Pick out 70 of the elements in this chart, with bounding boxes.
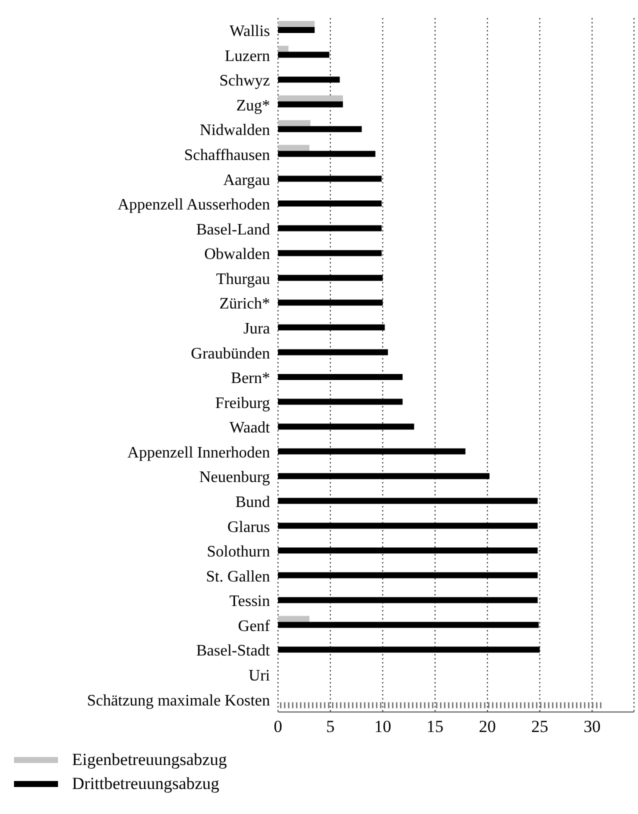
y-tick-label: Wallis bbox=[230, 23, 270, 40]
bar bbox=[278, 473, 490, 480]
y-tick-label: Jura bbox=[243, 320, 270, 338]
bar bbox=[278, 374, 403, 380]
legend-label: Drittbetreuungsabzug bbox=[72, 774, 220, 794]
bar bbox=[278, 95, 343, 102]
y-tick-label: Uri bbox=[248, 668, 271, 684]
bar bbox=[278, 150, 376, 157]
y-tick-label: Zürich* bbox=[219, 296, 270, 313]
bar bbox=[278, 424, 414, 430]
y-tick-label: Appenzell Innerhoden bbox=[127, 444, 270, 462]
bar bbox=[278, 27, 315, 33]
bar bbox=[278, 101, 343, 108]
bar bbox=[278, 597, 538, 604]
bar bbox=[278, 225, 382, 232]
legend-label: Eigenbetreuungsabzug bbox=[72, 750, 227, 770]
bar bbox=[278, 126, 362, 132]
x-tick-label: 30 bbox=[584, 717, 601, 736]
bar bbox=[278, 622, 539, 628]
bar bbox=[278, 52, 330, 58]
bar bbox=[278, 548, 538, 554]
bar bbox=[278, 21, 315, 27]
x-tick-label: 10 bbox=[374, 717, 392, 736]
y-tick-label: Genf bbox=[238, 618, 271, 635]
bar bbox=[278, 398, 403, 405]
y-tick-label: Graubünden bbox=[190, 345, 270, 362]
y-tick-label: Bund bbox=[235, 494, 270, 511]
y-tick-label: Neuenburg bbox=[199, 469, 270, 486]
y-tick-label: Zug* bbox=[236, 97, 270, 114]
y-tick-label: Basel-Land bbox=[196, 221, 270, 238]
x-tick-label: 25 bbox=[531, 717, 548, 736]
y-tick-label: Thurgau bbox=[216, 270, 270, 288]
bar bbox=[278, 448, 466, 454]
bar bbox=[278, 702, 603, 708]
y-tick-label: Glarus bbox=[227, 518, 270, 536]
y-tick-label: Appenzell Ausserhoden bbox=[118, 196, 270, 214]
bar bbox=[278, 120, 310, 126]
y-tick-label: Schwyz bbox=[219, 72, 270, 90]
bar bbox=[278, 498, 538, 504]
bar bbox=[278, 616, 310, 622]
y-tick-label: Freiburg bbox=[215, 394, 270, 412]
x-tick-label: 5 bbox=[326, 717, 335, 736]
y-tick-label: Obwalden bbox=[204, 246, 270, 264]
bar bbox=[278, 522, 538, 529]
y-tick-label: Waadt bbox=[230, 420, 271, 437]
y-tick-label: Luzern bbox=[224, 48, 270, 65]
y-tick-label: Schätzung maximale Kosten bbox=[86, 692, 270, 710]
bar bbox=[278, 274, 383, 281]
bar bbox=[278, 349, 388, 356]
y-tick-label: Nidwalden bbox=[200, 122, 270, 140]
y-tick-label: St. Gallen bbox=[206, 568, 270, 586]
bar bbox=[278, 200, 382, 206]
bar bbox=[278, 250, 382, 256]
bar bbox=[278, 144, 310, 151]
x-tick-label: 20 bbox=[478, 717, 496, 736]
bar bbox=[278, 324, 385, 330]
y-tick-label: Tessin bbox=[229, 593, 270, 610]
bar bbox=[278, 76, 340, 83]
y-tick-label: Bern* bbox=[230, 370, 270, 388]
y-tick-label: Solothurn bbox=[206, 544, 270, 561]
y-tick-label: Aargau bbox=[223, 172, 270, 189]
bar bbox=[278, 646, 540, 653]
y-tick-label: Basel-Stadt bbox=[196, 642, 271, 660]
x-tick-label: 0 bbox=[274, 717, 282, 736]
bar bbox=[278, 300, 383, 306]
bar bbox=[278, 46, 288, 52]
y-tick-label: Schaffhausen bbox=[184, 147, 270, 164]
bar bbox=[278, 572, 538, 578]
bar bbox=[278, 176, 382, 182]
x-tick-label: 15 bbox=[426, 717, 444, 736]
